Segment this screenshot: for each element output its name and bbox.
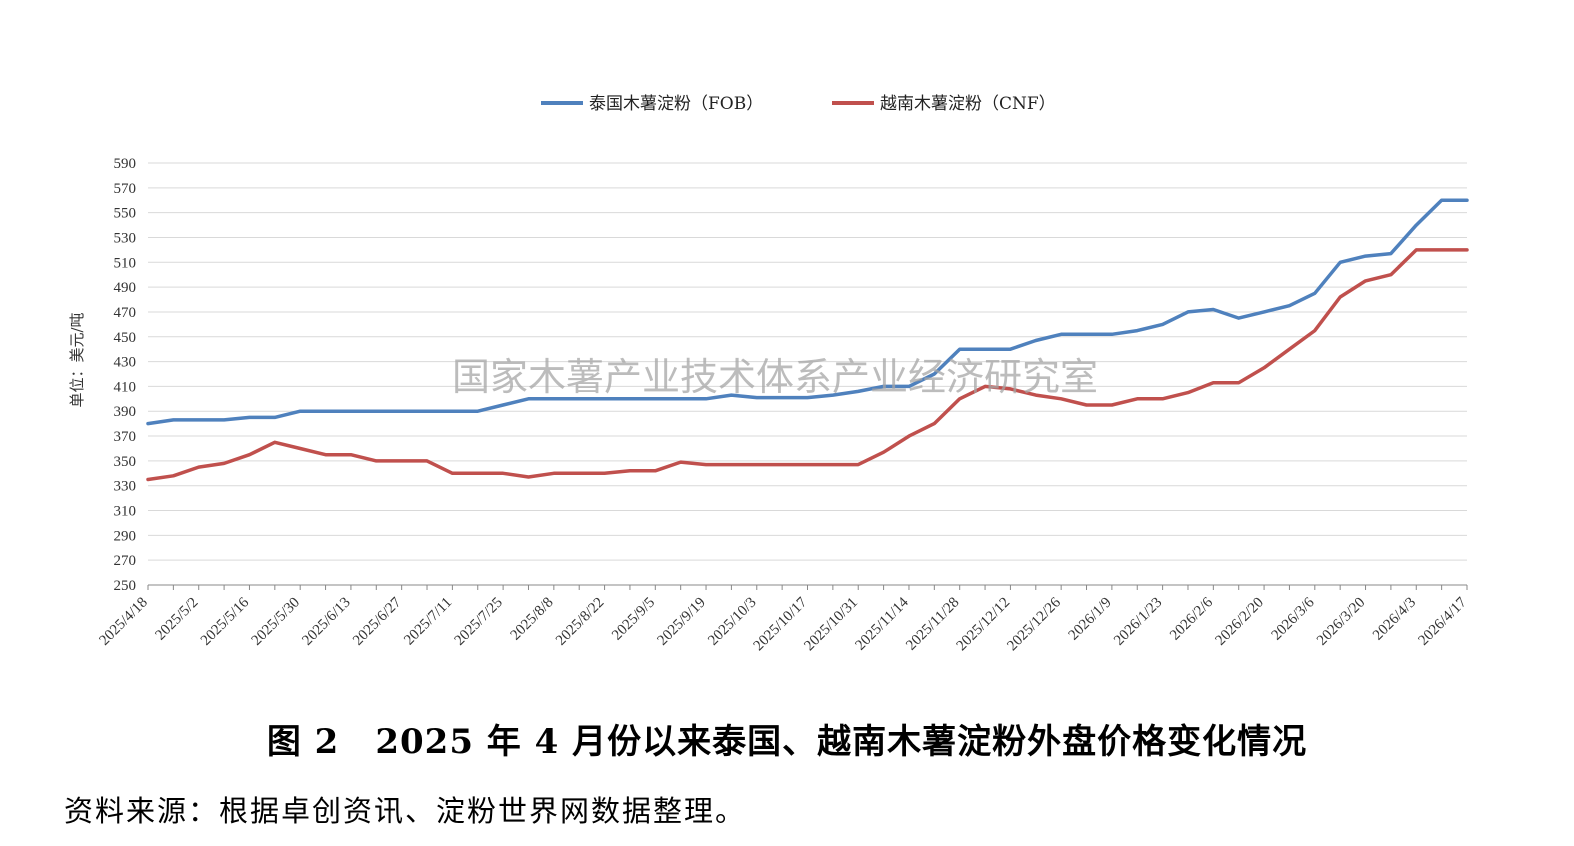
y-tick-label-510: 510 <box>114 255 137 271</box>
plot-area <box>146 198 1469 482</box>
x-tick-label: 2026/3/6 <box>1269 594 1318 643</box>
y-tick-label-270: 270 <box>114 553 137 569</box>
x-tick-label: 2025/12/12 <box>954 595 1014 655</box>
y-tick-label-570: 570 <box>114 181 137 197</box>
x-tick-label: 2025/11/14 <box>853 594 913 654</box>
x-tick-label: 2026/2/20 <box>1213 595 1267 649</box>
series-line-2 <box>146 248 1469 482</box>
y-tick-label-410: 410 <box>114 379 137 395</box>
y-tick-label-310: 310 <box>114 504 137 520</box>
y-axis: 250 270 290 310 330 350 370 390 410 430 450 470 490 5… <box>114 156 137 594</box>
series-line-1 <box>146 198 1469 426</box>
y-tick-label-370: 370 <box>114 429 137 445</box>
x-tick-label: 2025/8/8 <box>508 595 557 644</box>
x-tick-label: 2025/10/17 <box>751 594 811 654</box>
x-tick-label: 2025/8/22 <box>553 595 607 649</box>
x-tick-label: 2026/4/17 <box>1415 594 1470 649</box>
figure-number: 图 2 <box>266 722 340 762</box>
x-tick-label: 2025/10/31 <box>801 595 861 655</box>
y-tick-label-390: 390 <box>114 404 137 420</box>
x-tick-label: 2026/1/23 <box>1111 595 1165 649</box>
y-tick-label-470: 470 <box>114 305 137 321</box>
y-axis-label: 单位：美元/吨 <box>68 312 86 407</box>
x-tick-label: 2026/1/9 <box>1066 595 1115 644</box>
watermark-text: 国家木薯产业技术体系产业经济研究室 <box>452 355 1098 399</box>
x-tick-label: 2025/5/30 <box>249 595 303 649</box>
x-tick-label: 2025/7/11 <box>401 595 455 649</box>
x-tick-label: 2025/7/25 <box>452 595 506 649</box>
source-note: 资料来源：根据卓创资讯、淀粉世界网数据整理。 <box>64 794 747 828</box>
figure-title: 2025 年 4 月份以来泰国、越南木薯淀粉外盘价格变化情况 <box>375 722 1308 762</box>
x-tick-label: 2025/9/5 <box>609 595 658 644</box>
x-tick-label: 2026/2/6 <box>1167 594 1216 643</box>
legend-label-2: 越南木薯淀粉（CNF） <box>880 94 1056 114</box>
chart-grid <box>148 162 1467 586</box>
y-tick-label-350: 350 <box>114 454 137 470</box>
y-tick-label-550: 550 <box>114 206 137 222</box>
x-tick-label: 2025/12/26 <box>1004 594 1064 654</box>
x-tick-label: 2025/9/19 <box>655 595 709 649</box>
x-tick-label: 2025/4/18 <box>96 595 150 649</box>
y-tick-label-590: 590 <box>114 156 137 172</box>
y-tick-label-530: 530 <box>114 230 137 246</box>
line-chart: 泰国木薯淀粉（FOB） 越南木薯淀粉（CNF） 250 270 290 310 330 35… <box>68 94 1470 654</box>
figure-caption: 图 2 2025 年 4 月份以来泰国、越南木薯淀粉外盘价格变化情况 <box>0 714 1574 763</box>
chart-legend: 泰国木薯淀粉（FOB） 越南木薯淀粉（CNF） <box>541 94 1056 114</box>
x-tick-label: 2025/11/28 <box>903 595 962 654</box>
x-tick-label: 2026/4/3 <box>1370 595 1419 644</box>
x-axis: 2025/4/18 2025/5/22025/5/162025/5/302025/… <box>96 585 1470 654</box>
y-tick-label-450: 450 <box>114 330 137 346</box>
x-tick-label: 2025/5/16 <box>198 594 253 649</box>
x-tick-label: 2026/3/20 <box>1314 595 1368 649</box>
x-tick-label: 2025/5/2 <box>153 595 202 644</box>
legend-label-1: 泰国木薯淀粉（FOB） <box>589 94 763 114</box>
y-tick-label-430: 430 <box>114 355 137 371</box>
y-tick-label-250: 250 <box>114 578 137 594</box>
y-tick-label-290: 290 <box>114 528 137 544</box>
y-tick-label-490: 490 <box>114 280 137 296</box>
x-tick-label: 2025/6/13 <box>299 595 353 649</box>
x-tick-label: 2025/6/27 <box>350 594 405 649</box>
y-tick-label-330: 330 <box>114 479 137 495</box>
